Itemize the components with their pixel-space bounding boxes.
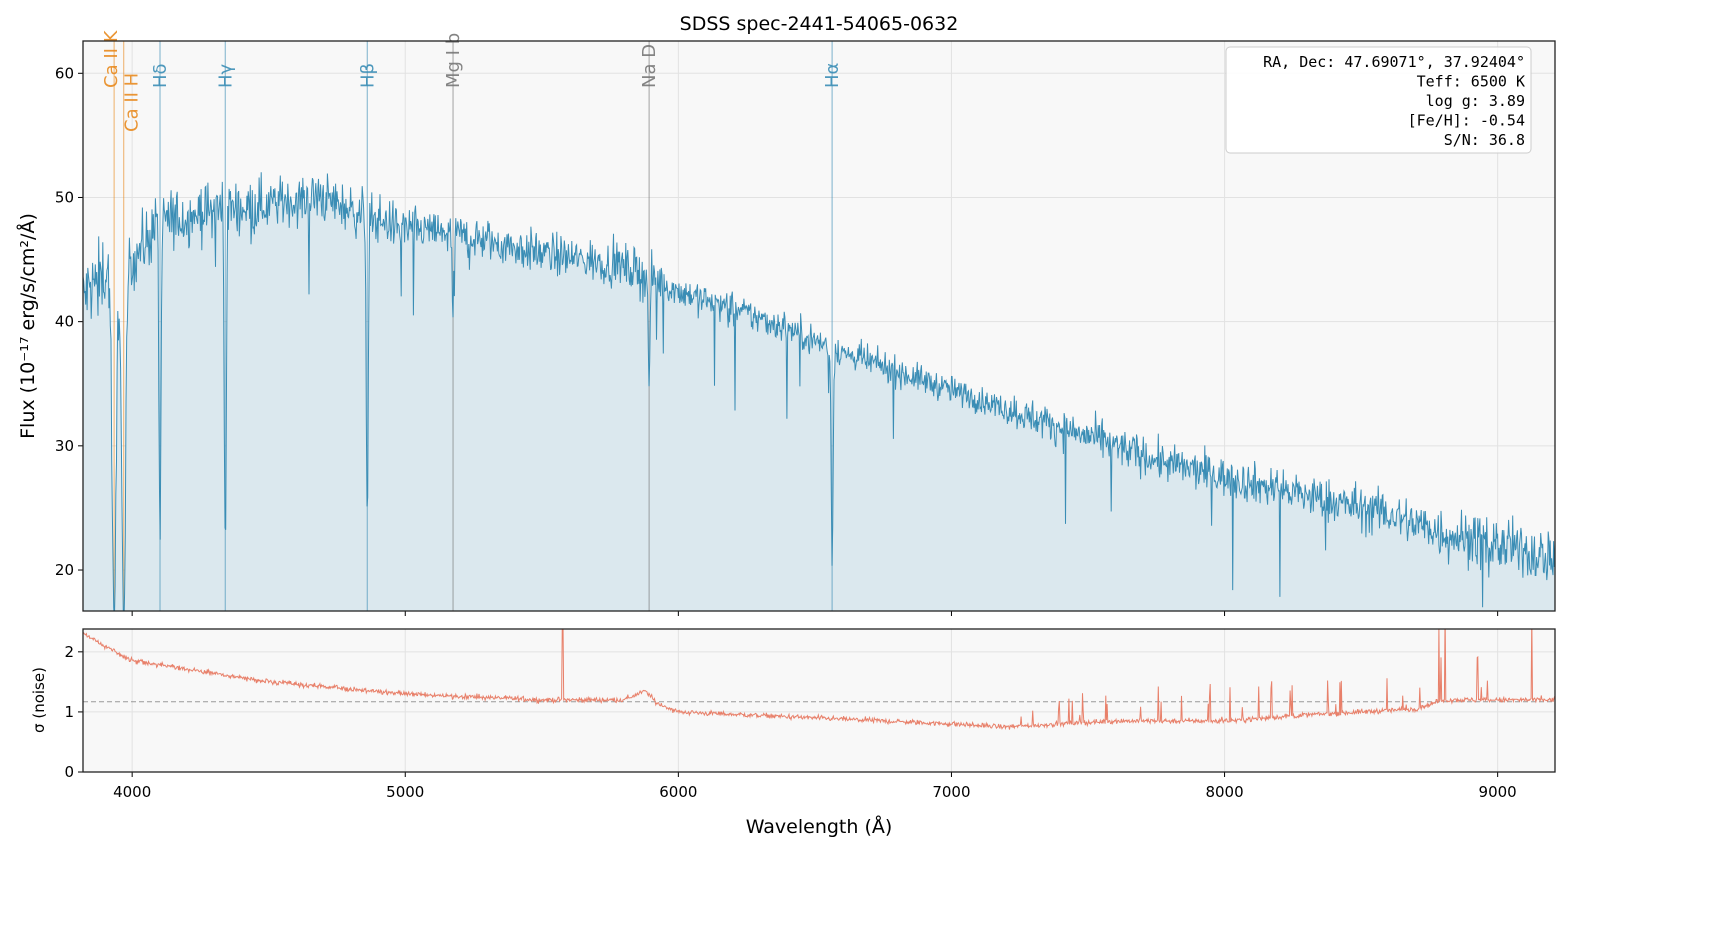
x-axis-label: Wavelength (Å): [746, 815, 893, 838]
noise-series-group: [83, 629, 1555, 731]
noise-y-tick-label: 1: [64, 703, 74, 721]
y-axis-label-noise: σ (noise): [30, 667, 48, 733]
noise-y-tick-label: 0: [64, 763, 74, 781]
flux-axes-frame: [82, 40, 1556, 612]
noise-plot-area: [83, 629, 1555, 772]
info-line-4: S/N: 36.8: [1444, 131, 1525, 149]
noise-axes-frame: [82, 628, 1556, 773]
line-label-7: Hα: [822, 63, 843, 88]
x-tick-label: 9000: [1479, 783, 1517, 801]
noise-y-tick-label: 2: [64, 643, 74, 661]
flux-y-tick-label: 60: [55, 64, 74, 82]
y-axis-label-flux: Flux (10⁻¹⁷ erg/s/cm²/Å): [16, 213, 39, 439]
noise-line: [83, 629, 1555, 731]
line-label-3: Hγ: [215, 63, 236, 88]
flux-fill-area: [83, 172, 1555, 611]
info-line-2: log g: 3.89: [1426, 92, 1525, 110]
info-line-3: [Fe/H]: -0.54: [1408, 112, 1525, 130]
x-tick-label: 8000: [1205, 783, 1243, 801]
line-label-2: Hδ: [150, 63, 171, 88]
x-tick-label: 4000: [113, 783, 151, 801]
line-label-0: Ca II K: [101, 29, 122, 88]
flux-y-tick-label: 50: [55, 188, 74, 206]
x-tick-label: 5000: [386, 783, 424, 801]
info-box: [1225, 46, 1532, 154]
chart-title: SDSS spec-2441-54065-0632: [680, 13, 959, 35]
line-label-4: Hβ: [357, 63, 378, 88]
flux-y-tick-label: 30: [55, 437, 74, 455]
flux-y-tick-label: 40: [55, 313, 74, 331]
x-tick-label: 7000: [932, 783, 970, 801]
info-line-1: Teff: 6500 K: [1417, 73, 1525, 91]
line-label-6: Na D: [639, 44, 660, 88]
x-tick-label: 6000: [659, 783, 697, 801]
flux-y-tick-label: 20: [55, 561, 74, 579]
info-line-0: RA, Dec: 47.69071°, 37.92404°: [1263, 53, 1525, 71]
flux-line: [83, 172, 1555, 611]
line-label-5: Mg I b: [443, 33, 464, 88]
line-label-1: Ca II H: [122, 73, 143, 132]
flux-series-group: [83, 41, 1555, 611]
